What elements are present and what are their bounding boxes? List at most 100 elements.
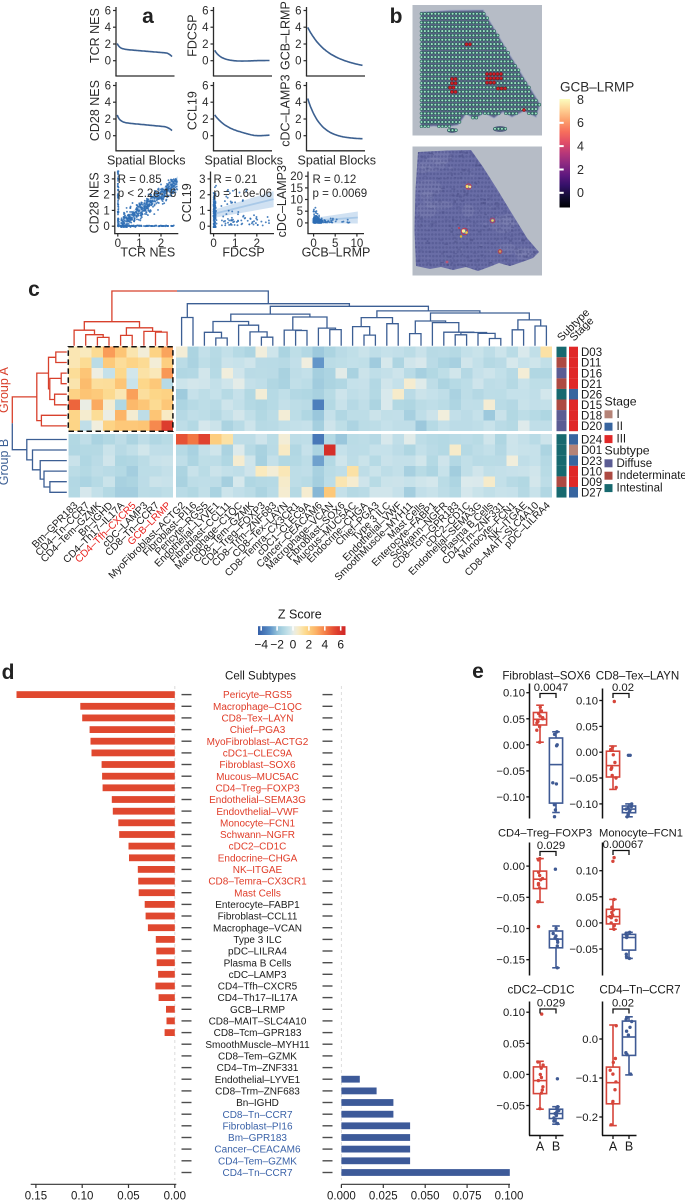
svg-text:Cell Subtypes: Cell Subtypes (225, 671, 296, 683)
svg-text:15: 15 (290, 183, 303, 195)
svg-text:CD28 NES: CD28 NES (87, 172, 101, 233)
svg-text:Macrophage–VCAN: Macrophage–VCAN (213, 923, 302, 934)
svg-text:−0.05: −0.05 (496, 766, 525, 778)
svg-text:0.00: 0.00 (576, 747, 598, 759)
svg-text:D10: D10 (581, 466, 602, 478)
svg-text:Mast Cells: Mast Cells (234, 888, 281, 899)
svg-text:0: 0 (295, 131, 301, 143)
svg-text:Fibroblast–SOX6: Fibroblast–SOX6 (219, 760, 296, 771)
svg-text:Cancer–CEACAM6: Cancer–CEACAM6 (214, 1145, 301, 1156)
svg-text:0.02: 0.02 (612, 682, 634, 694)
svg-text:0.075: 0.075 (453, 1191, 482, 1203)
svg-text:GCB–LRMP: GCB–LRMP (230, 1005, 285, 1016)
svg-text:Schwann–NGFR: Schwann–NGFR (220, 830, 295, 841)
svg-text:6: 6 (577, 116, 584, 130)
svg-text:6: 6 (337, 638, 344, 652)
svg-text:−0.15: −0.15 (496, 955, 525, 967)
svg-text:−0.05: −0.05 (496, 892, 525, 904)
svg-text:Fibroblast–SOX6: Fibroblast–SOX6 (502, 670, 590, 683)
svg-text:D23: D23 (581, 456, 602, 468)
svg-text:I: I (617, 409, 620, 421)
svg-text:0.0: 0.0 (582, 1034, 598, 1046)
svg-text:−4: −4 (254, 638, 268, 652)
svg-text:1: 1 (103, 205, 109, 217)
svg-text:4: 4 (202, 22, 209, 34)
svg-text:CD4–Treg–FOXP3: CD4–Treg–FOXP3 (498, 828, 592, 840)
svg-text:p < 2.2e-16: p < 2.2e-16 (118, 188, 177, 200)
svg-text:Intestinal: Intestinal (617, 483, 663, 495)
svg-text:Fibroblast–CCL11: Fibroblast–CCL11 (218, 912, 298, 923)
svg-text:Spatial Blocks: Spatial Blocks (205, 154, 284, 168)
svg-text:0: 0 (115, 238, 121, 250)
svg-text:2: 2 (254, 238, 260, 250)
svg-text:1: 1 (232, 238, 238, 250)
svg-text:CCL19: CCL19 (180, 183, 194, 222)
svg-text:cDC2–CD1C: cDC2–CD1C (229, 842, 287, 853)
svg-text:2: 2 (306, 638, 313, 652)
svg-text:0: 0 (199, 221, 205, 233)
svg-text:6: 6 (105, 80, 111, 92)
svg-text:0.00: 0.00 (576, 918, 598, 930)
svg-text:0.000: 0.000 (327, 1191, 356, 1203)
svg-text:−0.10: −0.10 (496, 924, 525, 936)
svg-text:II: II (617, 421, 623, 433)
svg-text:a: a (142, 5, 154, 28)
svg-text:CD4–Tem–GZMK: CD4–Tem–GZMK (218, 1156, 297, 1167)
svg-text:4: 4 (295, 97, 302, 109)
svg-text:D01: D01 (581, 445, 602, 457)
svg-text:0.00: 0.00 (164, 1191, 186, 1203)
svg-text:4: 4 (295, 22, 302, 34)
svg-text:Monocyte–FCN1: Monocyte–FCN1 (220, 818, 295, 829)
svg-text:D15: D15 (581, 400, 602, 412)
svg-text:CD4–Tm–ZNF331: CD4–Tm–ZNF331 (217, 1063, 299, 1074)
svg-text:D16: D16 (581, 368, 602, 380)
svg-text:FDCSP: FDCSP (222, 246, 264, 260)
svg-text:4: 4 (202, 97, 209, 109)
svg-text:0.15: 0.15 (25, 1191, 47, 1203)
svg-text:d: d (2, 661, 15, 684)
svg-text:e: e (472, 660, 484, 683)
svg-text:0: 0 (295, 56, 301, 68)
svg-text:2: 2 (577, 163, 584, 177)
svg-text:−0.1: −0.1 (576, 1073, 598, 1085)
svg-text:4: 4 (321, 638, 328, 652)
svg-text:Enterocyte–FABP1: Enterocyte–FABP1 (215, 900, 300, 911)
svg-text:D11: D11 (581, 358, 601, 370)
svg-text:10: 10 (351, 238, 364, 250)
svg-text:2: 2 (202, 39, 208, 51)
svg-text:Endothelial–SEMA3G: Endothelial–SEMA3G (209, 795, 306, 806)
svg-text:Chief–PGA3: Chief–PGA3 (230, 725, 286, 736)
svg-text:CD8–Temra–CX3CR1: CD8–Temra–CX3CR1 (208, 877, 307, 888)
svg-text:D18: D18 (581, 411, 602, 423)
svg-text:Endothelial–LYVE1: Endothelial–LYVE1 (215, 1075, 301, 1086)
svg-text:−2: −2 (270, 638, 284, 652)
svg-text:Spatial Blocks: Spatial Blocks (298, 154, 377, 168)
svg-text:R = 0.85: R = 0.85 (118, 174, 162, 186)
svg-text:TCR NES: TCR NES (120, 246, 175, 260)
svg-text:Monocyte–FCN1: Monocyte–FCN1 (599, 828, 683, 840)
svg-text:Diffuse: Diffuse (617, 458, 653, 470)
svg-text:0.05: 0.05 (503, 714, 525, 726)
svg-text:CD4–Tn–CCR7: CD4–Tn–CCR7 (222, 1168, 292, 1179)
svg-text:−0.10: −0.10 (569, 799, 598, 811)
svg-text:CD8–Tex–LAYN: CD8–Tex–LAYN (221, 714, 293, 725)
svg-text:MyoFibroblast–ACTG2: MyoFibroblast–ACTG2 (207, 737, 309, 748)
svg-text:III: III (617, 434, 627, 446)
svg-text:CD4–Tn–CCR7: CD4–Tn–CCR7 (599, 984, 680, 997)
svg-text:0: 0 (202, 131, 208, 143)
svg-text:Subtype: Subtype (605, 444, 650, 458)
svg-text:3: 3 (103, 174, 109, 186)
svg-text:Plasma B Cells: Plasma B Cells (224, 958, 292, 969)
svg-text:SmoothMuscle–MYH11: SmoothMuscle–MYH11 (205, 1040, 310, 1051)
svg-text:p = 0.0069: p = 0.0069 (313, 188, 368, 200)
svg-text:0.05: 0.05 (503, 1038, 525, 1050)
svg-text:cDC1–CLEC9A: cDC1–CLEC9A (223, 749, 293, 760)
svg-text:2: 2 (295, 114, 301, 126)
svg-text:c: c (28, 278, 40, 301)
svg-text:D24: D24 (581, 435, 603, 447)
svg-text:Fibroblast–PI16: Fibroblast–PI16 (222, 1121, 292, 1132)
svg-text:D09: D09 (581, 477, 602, 489)
svg-text:CD8–Tem–GZMK: CD8–Tem–GZMK (218, 1052, 297, 1063)
svg-text:2: 2 (103, 190, 109, 202)
svg-text:b: b (390, 5, 403, 28)
